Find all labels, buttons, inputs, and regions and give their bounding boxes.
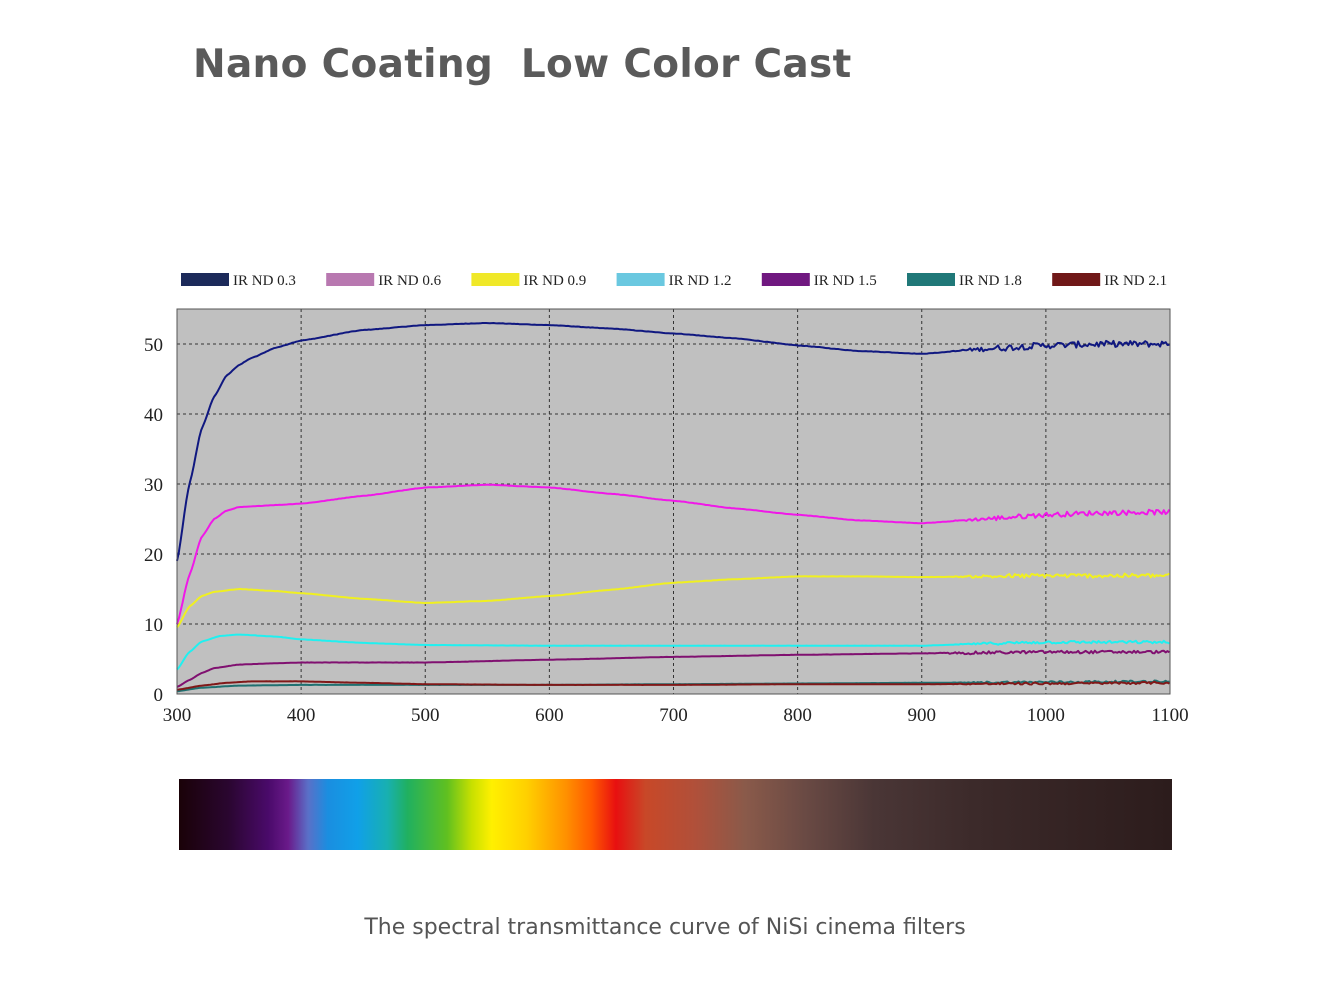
series-line-ir-nd-0-9 (176, 572, 1170, 629)
x-tick-label-900: 900 (908, 705, 937, 726)
legend-swatch-ir-nd-0-6 (326, 273, 375, 286)
chart-caption: The spectral transmittance curve of NiSi… (364, 915, 966, 940)
x-tick-label-1000: 1000 (1027, 705, 1065, 726)
legend-label-ir-nd-0-3: IR ND 0.3 (233, 273, 296, 289)
y-tick-label-30: 30 (144, 475, 163, 496)
legend-swatch-ir-nd-1-8 (907, 273, 955, 286)
x-tick-label-600: 600 (535, 705, 564, 726)
legend-swatch-ir-nd-2-1 (1052, 273, 1101, 286)
series-lines (176, 322, 1171, 693)
series-line-ir-nd-1-5 (176, 649, 1170, 688)
legend-swatch-ir-nd-0-9 (471, 273, 520, 286)
series-line-ir-nd-1-2 (176, 633, 1170, 671)
x-axis-ticks: 300 400 500 600 700 800 900 1000 1100 (163, 705, 1189, 726)
y-tick-label-0: 0 (154, 685, 164, 706)
x-tick-label-500: 500 (411, 705, 440, 726)
x-tick-label-700: 700 (659, 705, 688, 726)
legend-swatch-ir-nd-1-5 (761, 273, 810, 286)
x-tick-label-800: 800 (783, 705, 812, 726)
y-tick-label-20: 20 (144, 545, 163, 566)
y-tick-label-50: 50 (144, 335, 163, 356)
legend-swatch-ir-nd-1-2 (616, 273, 665, 286)
y-axis-ticks: 0 10 20 30 40 50 (144, 335, 163, 706)
legend-label-ir-nd-1-8: IR ND 1.8 (959, 273, 1022, 289)
series-line-ir-nd-0-3 (176, 322, 1170, 562)
color-spectrum-bar (179, 779, 1172, 850)
y-tick-label-10: 10 (144, 615, 163, 636)
y-tick-label-40: 40 (144, 405, 163, 426)
legend-label-ir-nd-1-2: IR ND 1.2 (669, 273, 732, 289)
x-tick-label-300: 300 (163, 705, 192, 726)
legend-label-ir-nd-2-1: IR ND 2.1 (1104, 273, 1167, 289)
legend-label-ir-nd-1-5: IR ND 1.5 (814, 273, 877, 289)
page-title: Nano Coating Low Color Cast (193, 42, 852, 87)
legend-label-ir-nd-0-6: IR ND 0.6 (378, 273, 441, 289)
chart-legend: IR ND 0.3 IR ND 0.6 IR ND 0.9 IR ND 1.2 IR N… (181, 273, 1167, 289)
plot-frame (176, 308, 1171, 695)
legend-swatch-ir-nd-0-3 (181, 273, 229, 286)
legend-label-ir-nd-0-9: IR ND 0.9 (523, 273, 586, 289)
series-line-ir-nd-0-6 (176, 483, 1171, 625)
series-line-ir-nd-2-1 (176, 680, 1170, 691)
x-tick-label-1100: 1100 (1151, 705, 1188, 726)
x-tick-label-400: 400 (287, 705, 316, 726)
